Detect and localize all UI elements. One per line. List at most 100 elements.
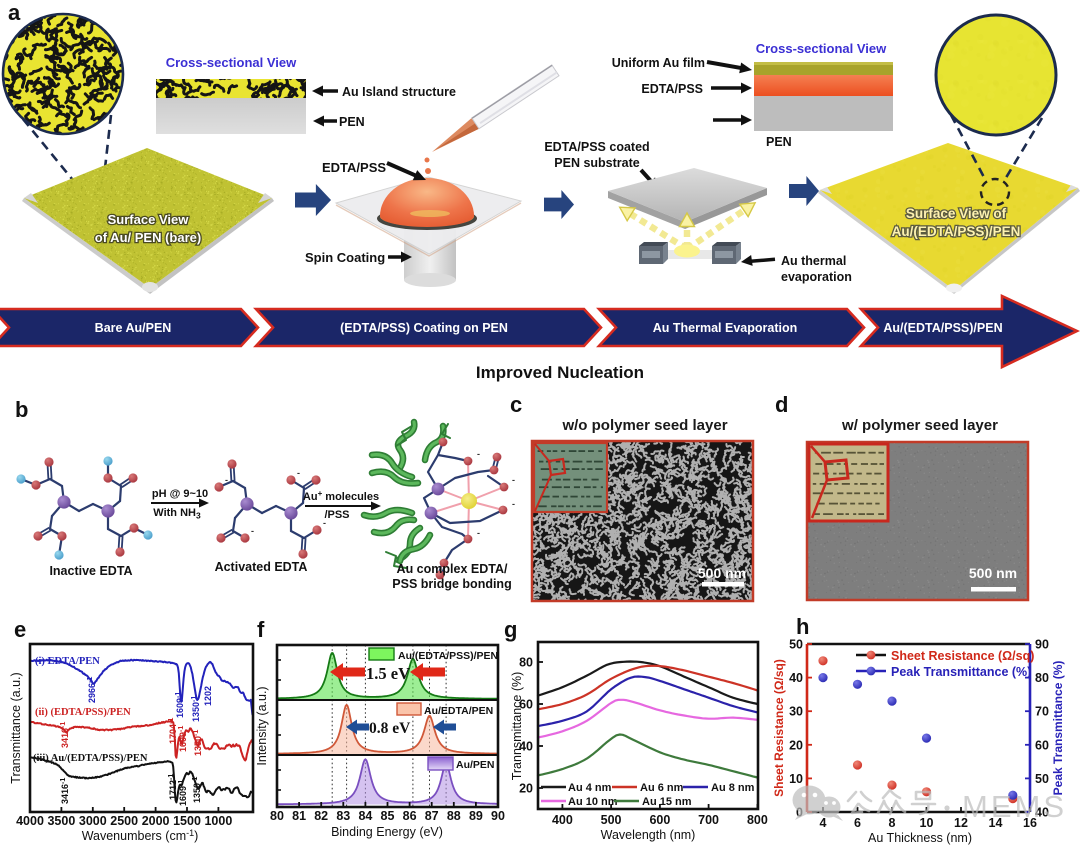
- svg-text:-: -: [297, 468, 300, 478]
- svg-text:80: 80: [1035, 671, 1049, 685]
- svg-text:pH @ 9~10: pH @ 9~10: [152, 488, 208, 500]
- svg-text:-: -: [477, 449, 480, 459]
- svg-text:PSS bridge bonding: PSS bridge bonding: [392, 577, 511, 591]
- svg-text:20: 20: [519, 782, 533, 796]
- svg-text:88: 88: [447, 809, 461, 823]
- svg-text:40: 40: [789, 671, 803, 685]
- svg-text:40: 40: [519, 740, 533, 754]
- svg-text:1609-1: 1609-1: [178, 726, 188, 752]
- svg-text:500 nm: 500 nm: [698, 565, 746, 581]
- svg-text:Au/(EDTA/PSS)/PEN: Au/(EDTA/PSS)/PEN: [883, 321, 1002, 335]
- svg-text:82: 82: [314, 809, 328, 823]
- svg-text:10: 10: [920, 816, 934, 830]
- svg-text:600: 600: [649, 813, 670, 827]
- svg-text:h: h: [796, 614, 809, 639]
- svg-text:83: 83: [336, 809, 350, 823]
- svg-text:800: 800: [747, 813, 768, 827]
- svg-text:PEN: PEN: [339, 115, 365, 129]
- svg-text:3500: 3500: [47, 814, 75, 828]
- svg-text:Au 15 nm: Au 15 nm: [642, 796, 692, 808]
- svg-text:f: f: [257, 617, 265, 642]
- svg-text:Improved Nucleation: Improved Nucleation: [476, 363, 644, 382]
- svg-text:-: -: [512, 499, 515, 509]
- svg-text:87: 87: [425, 809, 439, 823]
- svg-text:3416-1: 3416-1: [60, 778, 70, 804]
- svg-text:60: 60: [1035, 738, 1049, 752]
- svg-text:20: 20: [789, 738, 803, 752]
- svg-text:85: 85: [381, 809, 395, 823]
- svg-text:700: 700: [698, 813, 719, 827]
- svg-text:10: 10: [789, 772, 803, 786]
- svg-text:Sheet Resistance (Ω/sq): Sheet Resistance (Ω/sq): [772, 659, 786, 797]
- svg-text:Sheet Resistance (Ω/sq): Sheet Resistance (Ω/sq): [891, 649, 1034, 663]
- svg-text:1.5 eV: 1.5 eV: [366, 664, 410, 683]
- svg-text:-: -: [225, 475, 228, 485]
- svg-text:6: 6: [854, 816, 861, 830]
- svg-text:12: 12: [954, 816, 968, 830]
- svg-text:c: c: [510, 392, 522, 417]
- svg-text:g: g: [504, 617, 517, 642]
- svg-text:-: -: [323, 518, 326, 528]
- svg-text:-: -: [512, 475, 515, 485]
- svg-text:Surface View: Surface View: [108, 212, 190, 227]
- svg-text:2000: 2000: [142, 814, 170, 828]
- svg-text:w/ polymer seed layer: w/ polymer seed layer: [841, 417, 998, 434]
- svg-text:Cross-sectional View: Cross-sectional View: [166, 55, 297, 70]
- svg-text:Cross-sectional View: Cross-sectional View: [756, 41, 887, 56]
- svg-text:Au/EDTA/PEN: Au/EDTA/PEN: [424, 705, 493, 717]
- svg-text:1609-1: 1609-1: [175, 692, 185, 718]
- svg-text:1350-1: 1350-1: [191, 696, 201, 722]
- svg-text:16: 16: [1023, 816, 1037, 830]
- svg-text:Trannsmittance (%): Trannsmittance (%): [510, 672, 524, 781]
- svg-text:70: 70: [1035, 705, 1049, 719]
- svg-text:40: 40: [1035, 806, 1049, 820]
- svg-text:Transmittance (a.u.): Transmittance (a.u.): [9, 672, 23, 783]
- svg-text:EDTA/PSS coated: EDTA/PSS coated: [544, 140, 649, 154]
- svg-text:Au/(EDTA/PSS)/PEN: Au/(EDTA/PSS)/PEN: [892, 224, 1021, 239]
- svg-text:-: -: [251, 526, 254, 536]
- svg-text:(ii) (EDTA/PSS)/PEN: (ii) (EDTA/PSS)/PEN: [35, 707, 131, 718]
- svg-text:Uniform Au film: Uniform Au film: [612, 56, 705, 70]
- svg-text:Au Thermal Evaporation: Au Thermal Evaporation: [653, 321, 797, 335]
- svg-text:With NH3: With NH3: [153, 507, 201, 521]
- svg-text:1712-1: 1712-1: [168, 774, 178, 800]
- svg-text:evaporation: evaporation: [781, 270, 852, 284]
- svg-text:Au/PEN: Au/PEN: [456, 759, 495, 771]
- svg-text:30: 30: [789, 705, 803, 719]
- svg-text:(EDTA/PSS) Coating on PEN: (EDTA/PSS) Coating on PEN: [340, 321, 508, 335]
- svg-text:81: 81: [292, 809, 306, 823]
- svg-text:400: 400: [552, 813, 573, 827]
- svg-text:Bare Au/PEN: Bare Au/PEN: [95, 321, 172, 335]
- svg-text:Au Thickness (nm): Au Thickness (nm): [868, 831, 972, 845]
- svg-text:80: 80: [519, 656, 533, 670]
- svg-text:86: 86: [403, 809, 417, 823]
- svg-text:50: 50: [1035, 772, 1049, 786]
- svg-text:(i) EDTA/PEN: (i) EDTA/PEN: [35, 656, 100, 667]
- svg-text:0: 0: [796, 806, 803, 820]
- svg-text:a: a: [8, 0, 21, 25]
- svg-text:4: 4: [820, 816, 827, 830]
- svg-text:90: 90: [1035, 638, 1049, 652]
- svg-text:3000: 3000: [79, 814, 107, 828]
- svg-text:1350-1: 1350-1: [193, 730, 203, 756]
- svg-text:Au+ molecules: Au+ molecules: [303, 489, 379, 503]
- svg-text:1202: 1202: [203, 686, 213, 706]
- svg-text:Surface View of: Surface View of: [906, 206, 1007, 221]
- svg-text:14: 14: [989, 816, 1003, 830]
- svg-text:Au/(EDTA/PSS)/PEN: Au/(EDTA/PSS)/PEN: [398, 650, 498, 662]
- svg-text:3416-1: 3416-1: [60, 722, 70, 748]
- svg-text:1000: 1000: [204, 814, 232, 828]
- svg-text:60: 60: [519, 698, 533, 712]
- svg-text:8: 8: [889, 816, 896, 830]
- svg-text:4000: 4000: [16, 814, 44, 828]
- svg-text:Wavelength (nm): Wavelength (nm): [601, 828, 696, 842]
- svg-text:500 nm: 500 nm: [969, 565, 1017, 581]
- svg-text:Au 6 nm: Au 6 nm: [640, 782, 684, 794]
- svg-text:Au 10 nm: Au 10 nm: [568, 796, 618, 808]
- svg-text:-: -: [477, 528, 480, 538]
- svg-text:2500: 2500: [110, 814, 138, 828]
- svg-text:90: 90: [491, 809, 505, 823]
- svg-text:PEN: PEN: [766, 135, 792, 149]
- svg-text:Inactive EDTA: Inactive EDTA: [49, 564, 132, 578]
- svg-text:Spin Coating: Spin Coating: [305, 250, 385, 265]
